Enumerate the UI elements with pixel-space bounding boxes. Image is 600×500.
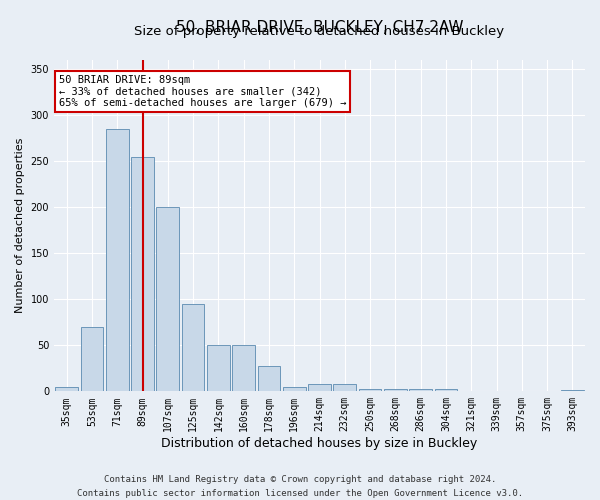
Text: 50 BRIAR DRIVE: 89sqm
← 33% of detached houses are smaller (342)
65% of semi-det: 50 BRIAR DRIVE: 89sqm ← 33% of detached … [59, 74, 347, 108]
Bar [106, 129, 128, 392]
Bar [131, 156, 154, 392]
Bar [384, 388, 407, 392]
Bar [283, 386, 305, 392]
Bar [257, 366, 280, 392]
Bar [207, 346, 230, 392]
Bar [182, 304, 205, 392]
Text: Contains HM Land Registry data © Crown copyright and database right 2024.
Contai: Contains HM Land Registry data © Crown c… [77, 476, 523, 498]
X-axis label: Distribution of detached houses by size in Buckley: Distribution of detached houses by size … [161, 437, 478, 450]
Bar [359, 390, 382, 392]
Bar [157, 208, 179, 392]
Bar [434, 390, 457, 392]
Bar [334, 384, 356, 392]
Bar [308, 384, 331, 392]
Title: Size of property relative to detached houses in Buckley: Size of property relative to detached ho… [134, 25, 505, 38]
Bar [55, 386, 78, 392]
Text: 50, BRIAR DRIVE, BUCKLEY, CH7 2AW: 50, BRIAR DRIVE, BUCKLEY, CH7 2AW [176, 20, 463, 35]
Bar [561, 390, 584, 392]
Bar [80, 327, 103, 392]
Bar [232, 346, 255, 392]
Y-axis label: Number of detached properties: Number of detached properties [15, 138, 25, 314]
Bar [409, 390, 432, 392]
